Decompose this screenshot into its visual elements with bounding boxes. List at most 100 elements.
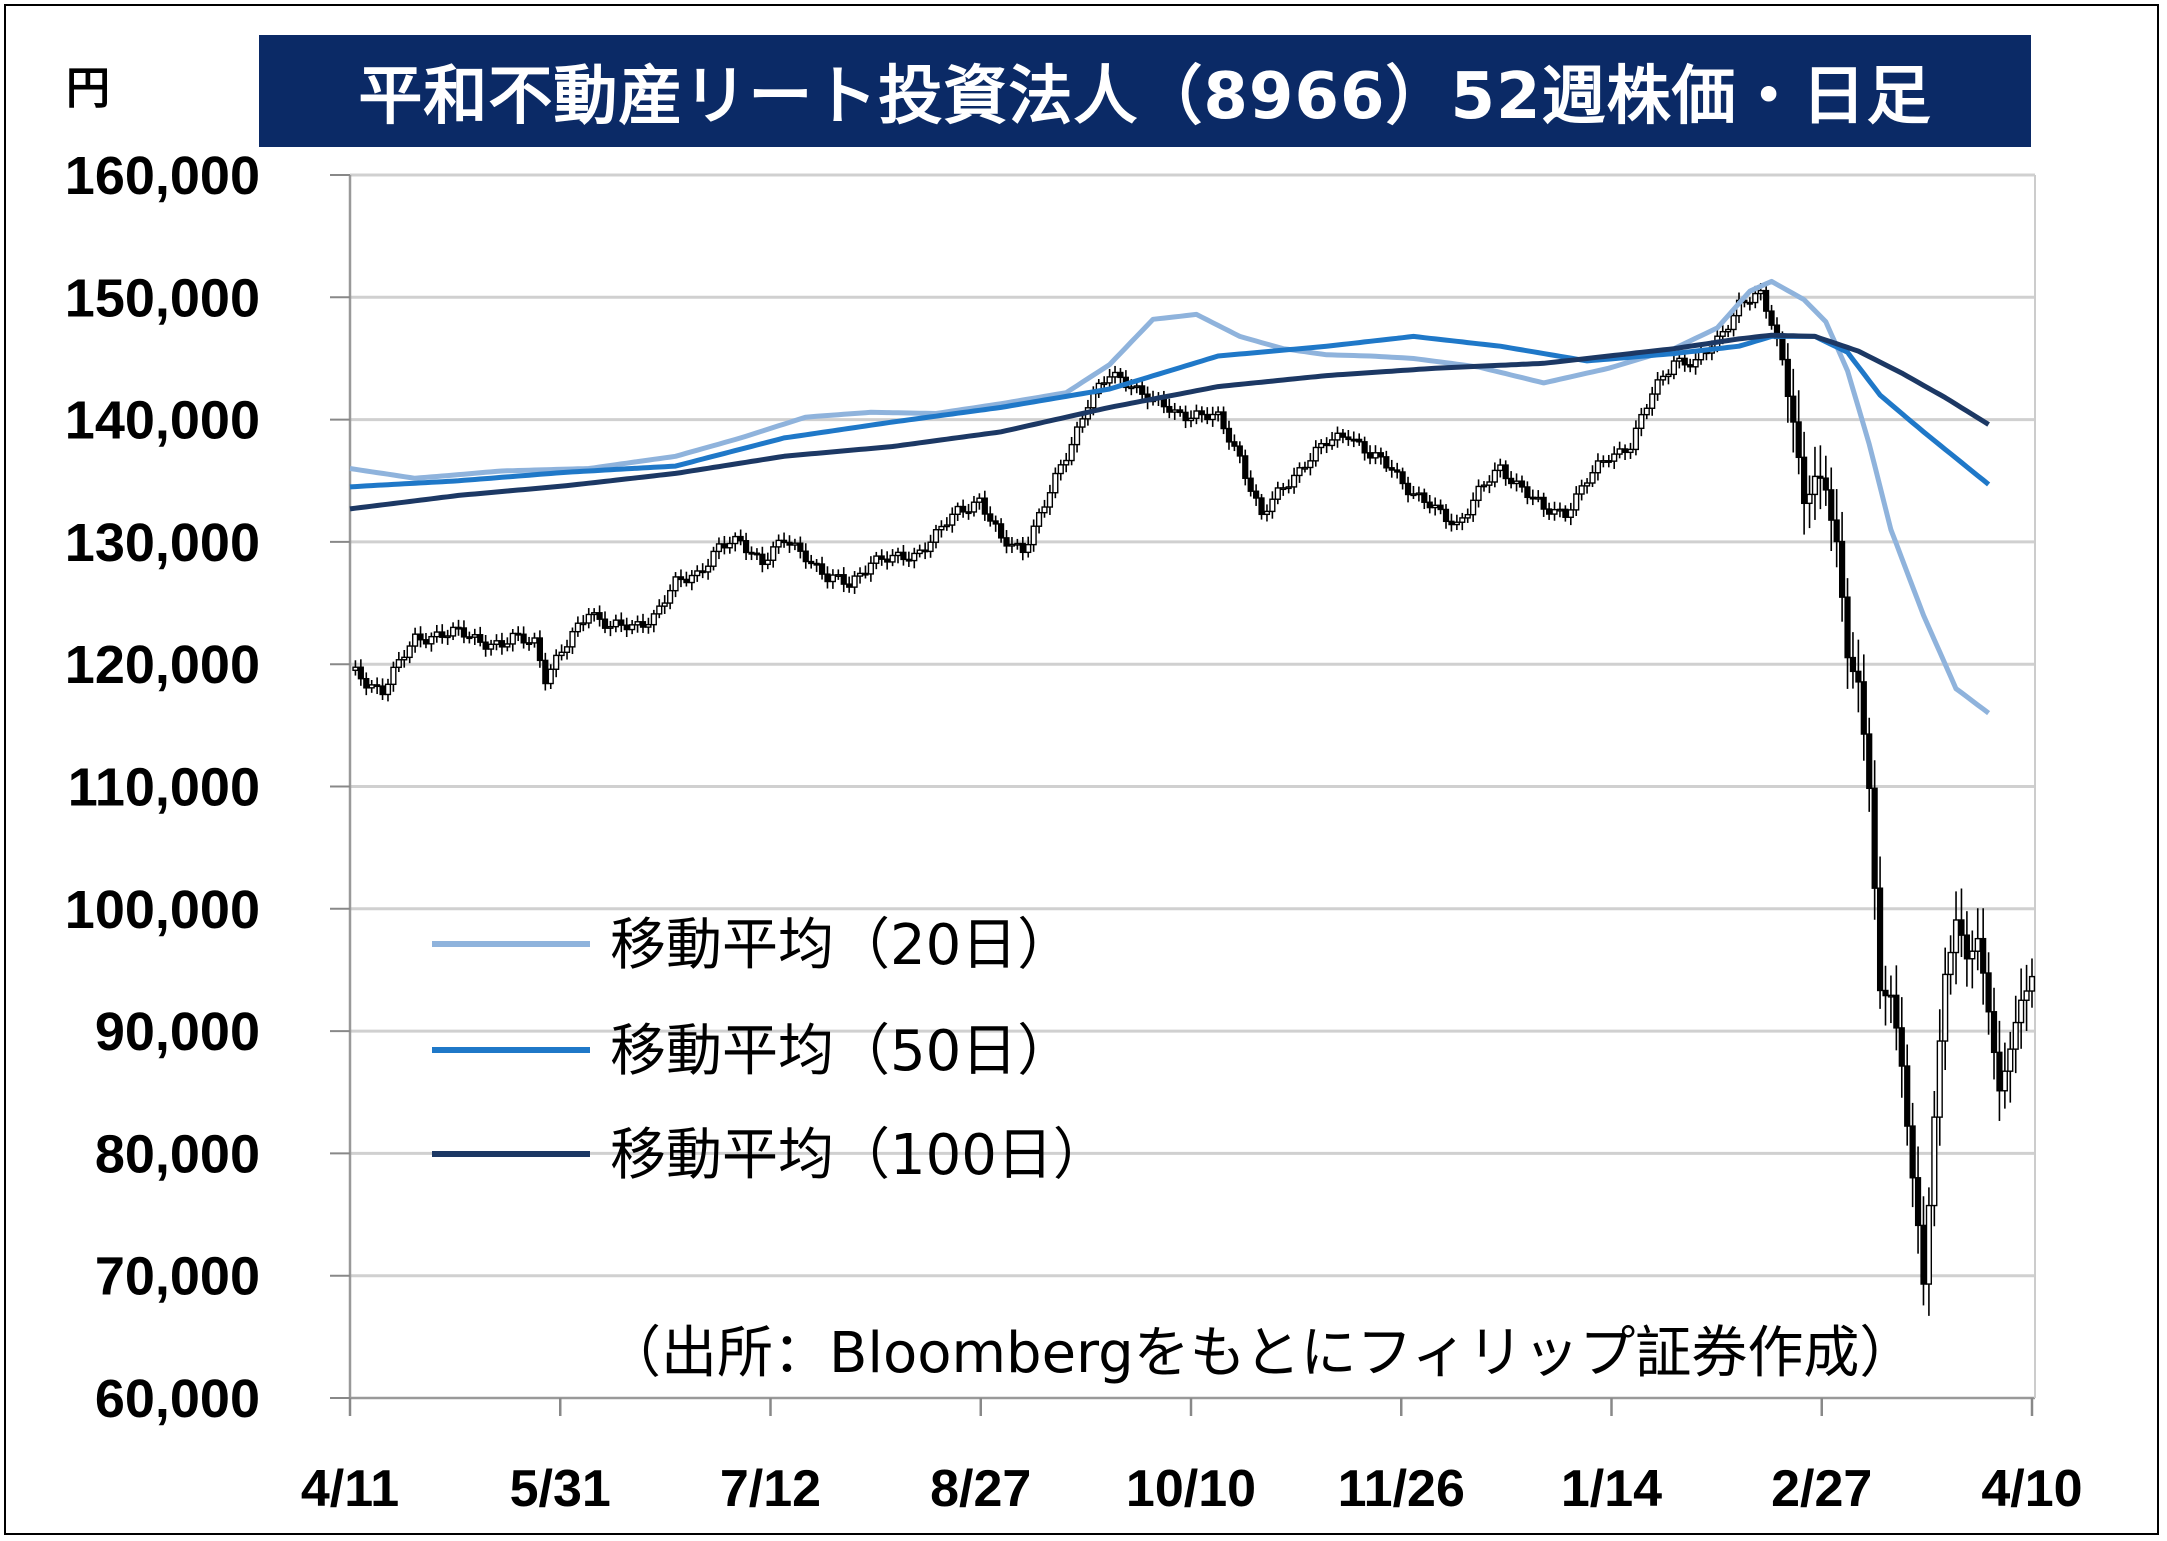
candle-up [873,555,880,564]
candle-down [1996,1051,2003,1092]
candle-up [2018,999,2025,1024]
legend: 移動平均（20日） 移動平均（50日） 移動平均（100日） [432,913,1109,1188]
candle-up [1079,418,1086,428]
candle-down [818,563,826,575]
candle-down [721,543,728,549]
candle-down [1681,357,1688,366]
candle-down [1442,508,1450,523]
candle-up [1692,359,1699,368]
candle-down [1518,480,1526,488]
candle-down [1838,540,1846,598]
candle-up [401,656,408,661]
candle-up [1334,432,1341,441]
candle-down [1388,467,1395,471]
candle-up [493,640,500,645]
candle-up [1106,376,1113,384]
candle-up [1480,484,1488,488]
candle-down [1177,409,1184,414]
candle-down [417,633,424,641]
candle-down [846,583,853,588]
candle-up [395,659,402,669]
candle-down [1801,456,1808,505]
candle-down [737,535,744,542]
candle-up [927,541,934,553]
candle-down [422,639,430,645]
candle-down [1258,497,1265,516]
candle-up [770,546,777,561]
candle-up [390,666,397,686]
candle-down [1990,1011,1998,1054]
candle-down [374,684,381,688]
candle-up [2028,975,2036,992]
candle-up [694,570,701,577]
candle-up [705,565,712,573]
candle-up [2001,1070,2008,1092]
candle-up [471,634,478,638]
candle-down [1540,496,1547,510]
candle-up [563,646,571,654]
candle-up [976,497,983,503]
x-tick-label: 2/27 [1771,1460,1872,1518]
ma20-line [349,278,1991,716]
candle-up [1280,487,1287,491]
candle-down [683,578,690,584]
candle-down [960,505,967,513]
candle-down [1920,1224,1927,1285]
candle-up [1491,469,1498,483]
candle-down [1958,919,1965,936]
candle-down [1529,496,1536,500]
candle-up [894,551,902,557]
candle-down [1893,994,1900,1029]
candle-up [1811,475,1819,496]
candle-down [1437,504,1444,511]
x-tick-label: 4/10 [1981,1460,2082,1518]
candle-down [1394,469,1401,473]
candle-down [1860,681,1867,735]
candle-down [460,627,468,638]
candle-up [1486,481,1493,486]
candle-up [574,622,581,633]
candle-up [1952,919,1960,954]
candle-down [1356,438,1363,443]
candle-up [607,625,614,629]
candle-up [1567,509,1574,518]
candle-down [840,574,847,585]
candle-down [466,636,473,640]
candle-down [1182,411,1189,422]
candle-down [363,677,370,689]
candle-down [1876,887,1884,992]
x-tick-label: 4/11 [301,1460,399,1518]
y-tick-label: 120,000 [65,635,260,695]
candle-down [542,659,549,685]
legend-ma100-label: 移動平均（100日） [610,1123,1109,1188]
candle-down [1220,411,1227,430]
candle-up [1274,487,1281,500]
candle-down [1898,1027,1905,1067]
candle-up [1942,973,1949,1042]
candle-down [1822,477,1829,491]
candle-up [612,619,619,628]
candle-up [1632,427,1640,451]
candle-down [1882,989,1889,997]
candle-up [710,550,717,567]
candle-down [1345,436,1352,441]
candle-up [1578,485,1585,495]
candle-up [650,613,657,626]
candle-up [943,524,950,528]
candle-down [797,542,804,552]
candle-down [900,551,907,561]
candle-down [1236,445,1243,457]
candle-down [699,570,706,574]
candle-up [2007,1048,2014,1072]
candle-up [1556,508,1564,512]
chart-title-text: 平和不動産リート投資法人（8966）52週株価・日足 [358,60,1932,134]
candle-up [932,529,940,543]
candle-up [1616,448,1623,455]
candle-down [808,560,815,565]
candle-down [981,497,988,515]
candle-up [851,575,858,588]
candle-up [1475,485,1482,502]
candle-up [1638,413,1645,430]
candle-up [1128,386,1135,390]
